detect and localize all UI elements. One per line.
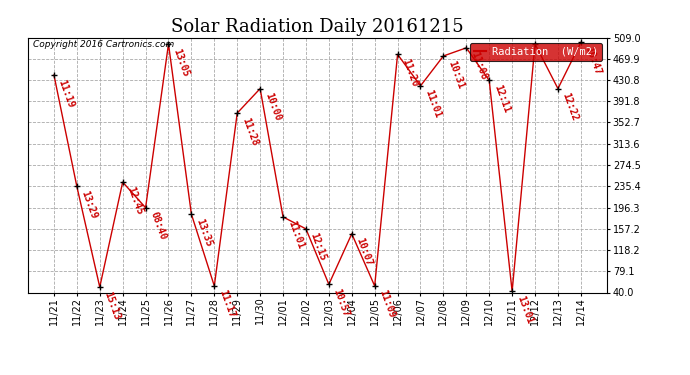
Text: 08:40: 08:40 — [148, 210, 168, 242]
Text: 11:28: 11:28 — [240, 116, 259, 147]
Text: 13:01: 13:01 — [515, 294, 534, 325]
Text: 10:57: 10:57 — [332, 287, 351, 318]
Text: 12:22: 12:22 — [561, 92, 580, 122]
Text: 10:00: 10:00 — [263, 92, 282, 122]
Text: 13:29: 13:29 — [79, 189, 99, 220]
Title: Solar Radiation Daily 20161215: Solar Radiation Daily 20161215 — [171, 18, 464, 36]
Text: 11:01: 11:01 — [286, 220, 305, 251]
Text: 15:13: 15:13 — [103, 290, 122, 321]
Text: 11:20: 11:20 — [400, 57, 420, 88]
Text: Copyright 2016 Cartronics.com: Copyright 2016 Cartronics.com — [33, 40, 175, 49]
Text: 12:11: 12:11 — [492, 83, 511, 114]
Text: 12:45: 12:45 — [126, 185, 145, 216]
Text: 11:09: 11:09 — [377, 289, 397, 320]
Text: 10:47: 10:47 — [584, 45, 603, 76]
Text: 12:15: 12:15 — [308, 232, 328, 262]
Text: 11:01: 11:01 — [423, 88, 443, 120]
Text: 10:07: 10:07 — [355, 237, 374, 268]
Text: 11:17: 11:17 — [217, 289, 237, 320]
Text: 11:19: 11:19 — [57, 78, 76, 109]
Text: 11:08: 11:08 — [469, 51, 489, 82]
Text: 13:05: 13:05 — [171, 47, 190, 78]
Legend: Radiation  (W/m2): Radiation (W/m2) — [470, 43, 602, 61]
Text: 13:35: 13:35 — [194, 217, 214, 248]
Text: 10:31: 10:31 — [446, 59, 466, 90]
